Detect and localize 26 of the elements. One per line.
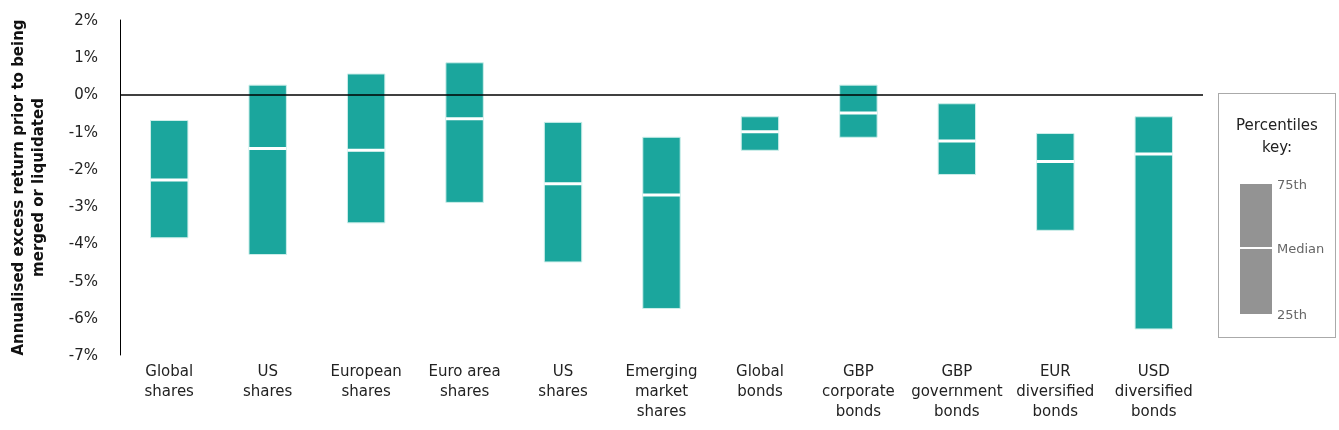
text: 25th — [1277, 306, 1307, 322]
legend-title: Percentiles key: — [1235, 115, 1319, 158]
y-tick-label: -4% — [68, 234, 98, 253]
x-tick-label: GBP corporate bonds — [822, 362, 895, 420]
y-tick-label: -6% — [68, 308, 98, 327]
y-tick-label: -7% — [68, 346, 98, 364]
text: Median — [1277, 240, 1325, 256]
x-tick-label: USD diversified bonds — [1114, 362, 1193, 420]
y-tick-label: -1% — [68, 122, 98, 141]
y-tick-label: 0% — [74, 85, 98, 104]
y-tick-label: -2% — [68, 159, 98, 178]
text: 75th — [1277, 176, 1307, 192]
x-tick-label: US shares — [538, 362, 588, 400]
x-tick-label: Global shares — [144, 362, 195, 400]
x-tick-label: GBP government bonds — [911, 362, 1003, 420]
x-tick-label: US shares — [242, 362, 293, 400]
x-tick-label: Global bonds — [736, 362, 784, 400]
y-tick-label: 2% — [74, 11, 98, 29]
x-tick-label: Euro area shares — [428, 362, 501, 400]
y-tick-label: -3% — [68, 197, 98, 216]
y-tick-label: -5% — [68, 271, 98, 290]
y-axis-title: Annualised excess return prior to being merged or liquidated — [9, 19, 47, 356]
x-tick-label: Emerging market shares — [625, 362, 698, 420]
y-tick-label: 1% — [74, 48, 98, 67]
x-tick-label: EUR diversified bonds — [1016, 362, 1095, 420]
x-tick-label: European shares — [330, 362, 402, 400]
